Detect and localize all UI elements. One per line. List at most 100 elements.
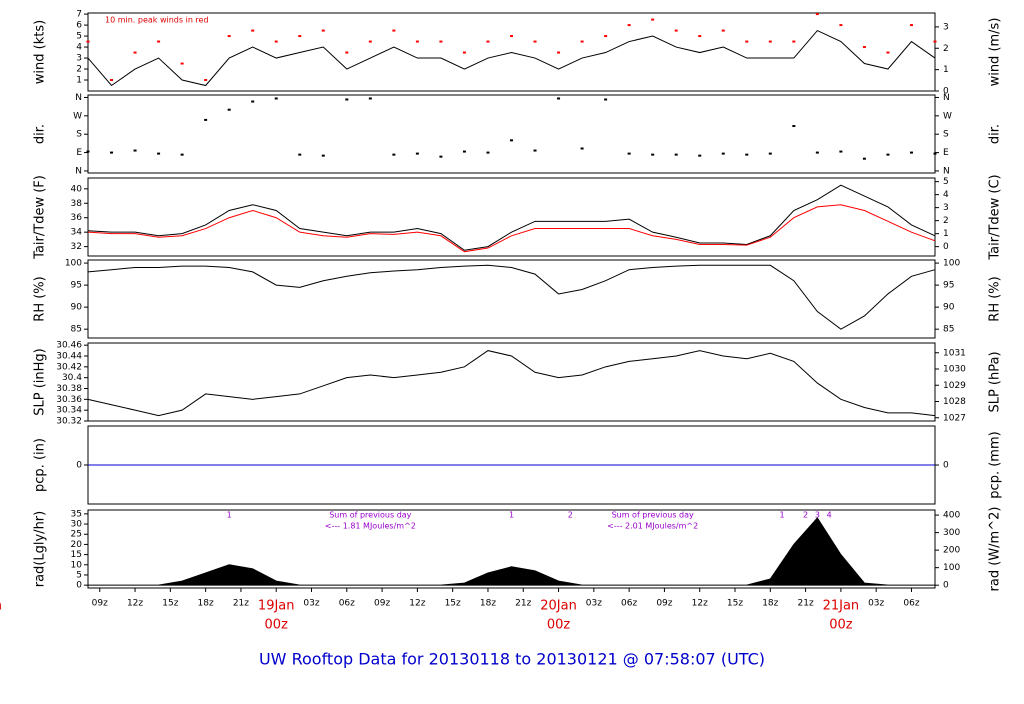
peak-dot [180, 62, 184, 65]
direction-point [886, 153, 890, 156]
direction-point [909, 151, 913, 154]
peak-dot [627, 24, 631, 27]
peak-dot [651, 18, 655, 21]
series-line [87, 264, 936, 330]
y-tick-label: 30.34 [56, 406, 82, 416]
peak-dot [510, 35, 513, 38]
y2-tick-label: 0 [943, 242, 949, 252]
peak-dot [886, 51, 890, 54]
x-tick-label: 15z [727, 599, 743, 609]
x-tick-label: 03z [868, 599, 884, 609]
x-tick-label: 21z [515, 599, 531, 609]
y-tick-label: 5 [76, 570, 82, 580]
direction-point [251, 100, 255, 103]
y2-tick-label: 0 [943, 461, 949, 471]
y-tick-label: 34 [71, 228, 83, 238]
x-tick-label: 06z [903, 599, 919, 609]
panel-frame [87, 342, 936, 422]
direction-point [627, 152, 631, 155]
y-tick-label: N [75, 93, 82, 103]
x-tick-label: 15z [445, 599, 461, 609]
area [88, 517, 935, 586]
direction-point [439, 155, 443, 158]
x-tick-label: 15z [162, 599, 178, 609]
y-tick-label: 40 [71, 184, 83, 194]
peak-dot [486, 40, 490, 43]
direction-point [815, 151, 819, 154]
y-tick-label: 2 [76, 65, 82, 75]
peak-dot [415, 40, 419, 43]
y2-tick-label: 1027 [943, 413, 966, 423]
day-label: an [0, 599, 2, 614]
peak-dot [839, 24, 843, 27]
x-tick-label: 18z [762, 599, 778, 609]
peak-dot [439, 40, 443, 43]
x-tick-label: 03z [586, 599, 602, 609]
peak-dot [133, 51, 137, 54]
direction-point [839, 150, 843, 153]
direction-point [698, 154, 702, 157]
x-tick-label: 12z [409, 599, 425, 609]
direction-point [486, 151, 490, 154]
direction-point [651, 153, 655, 156]
direction-point [298, 153, 302, 156]
y2-tick-label: 2 [943, 44, 949, 54]
annotation: Sum of previous day [329, 511, 411, 520]
direction-point [110, 151, 114, 154]
y-axis-label: rad(Lgly/hr) [33, 511, 48, 587]
page-title: UW Rooftop Data for 20130118 to 20130121… [259, 650, 765, 669]
y-tick-label: 30 [71, 520, 83, 530]
y-tick-label: 0 [76, 581, 82, 591]
direction-point [180, 153, 184, 156]
day-label: 20Jan [540, 599, 577, 614]
y-tick-label: 95 [71, 281, 82, 291]
y-tick-label: 30.38 [56, 384, 82, 394]
direction-point [86, 150, 90, 153]
y-tick-label: 30.42 [56, 362, 82, 372]
annotation: Sum of previous day [612, 511, 694, 520]
direction-point [462, 150, 466, 153]
annotation: 1 [780, 511, 785, 520]
peak-dot [462, 51, 466, 54]
y-tick-label: 6 [76, 21, 82, 31]
y2-tick-label: W [943, 111, 952, 121]
panel-frame [87, 509, 936, 589]
x-tick-label: 18z [198, 599, 214, 609]
day-sublabel: 00z [829, 618, 853, 633]
y2-axis-label: RH (%) [988, 276, 1003, 321]
y-tick-label: 30.46 [56, 341, 82, 351]
y2-tick-label: 1028 [943, 397, 966, 407]
x-tick-label: 12z [127, 599, 143, 609]
y-axis-label: dir. [33, 124, 48, 144]
direction-point [933, 152, 937, 155]
annotation: 1 [509, 511, 514, 520]
y-tick-label: 90 [71, 303, 83, 313]
direction-point [745, 153, 749, 156]
y-axis-label: pcp. (in) [33, 438, 48, 492]
y2-tick-label: 3 [943, 203, 949, 213]
panel-frame [87, 12, 936, 92]
x-tick-label: 06z [621, 599, 637, 609]
direction-point [510, 139, 513, 142]
y2-axis-label: SLP (hPa) [988, 351, 1003, 412]
y2-tick-label: 1 [943, 65, 949, 75]
day-label: 19Jan [258, 599, 295, 614]
annotation: 10 min. peak winds in red [105, 16, 209, 25]
y2-tick-label: 95 [943, 281, 954, 291]
y-tick-label: 1 [76, 76, 82, 86]
day-label: 21Jan [823, 599, 860, 614]
peak-dot [674, 29, 678, 32]
y2-tick-label: E [943, 148, 949, 158]
x-tick-label: 09z [92, 599, 108, 609]
direction-point [415, 152, 419, 155]
y2-axis-label: dir. [988, 124, 1003, 144]
x-tick-label: 21z [233, 599, 249, 609]
peak-dot [392, 29, 396, 32]
direction-point [345, 98, 349, 101]
peak-dot [792, 40, 796, 43]
x-tick-label: 18z [480, 599, 496, 609]
y-tick-label: E [76, 148, 82, 158]
y-tick-label: 35 [71, 509, 82, 519]
x-tick-label: 09z [656, 599, 672, 609]
direction-point [604, 98, 608, 101]
